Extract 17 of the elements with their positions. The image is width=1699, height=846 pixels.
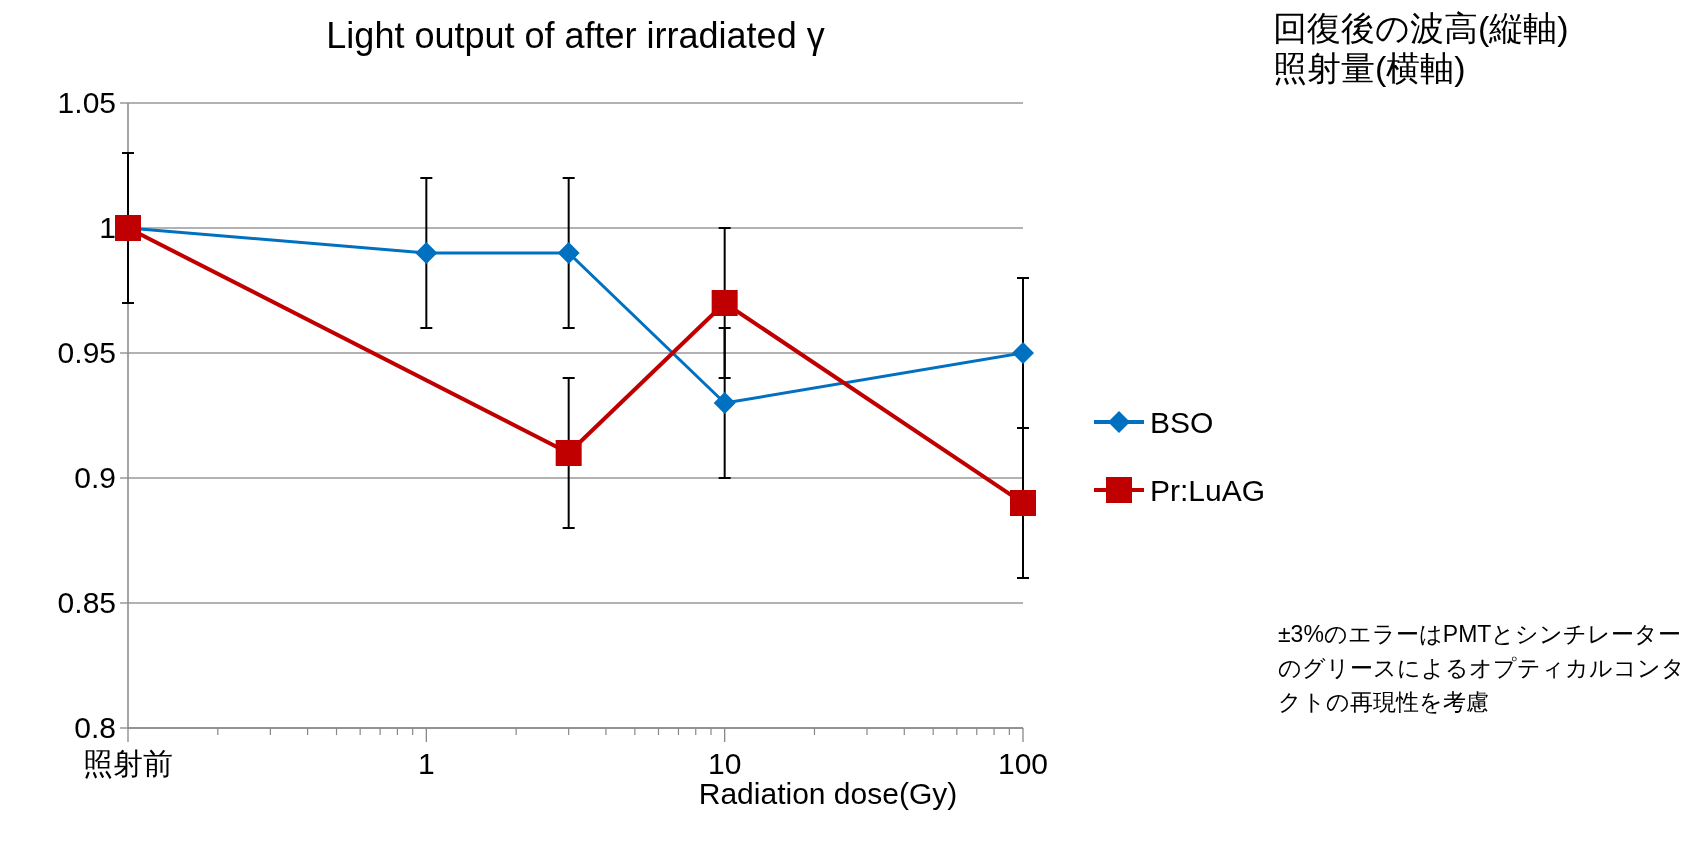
legend-label: BSO: [1150, 406, 1214, 439]
legend-label: Pr:LuAG: [1150, 474, 1266, 507]
y-tick-label: 1: [99, 211, 116, 244]
y-tick-label: 0.85: [57, 586, 116, 619]
chart-title: Light output of after irradiated γ: [326, 15, 825, 56]
x-tick-label: 100: [997, 747, 1049, 780]
x-tick-label: 照射前: [83, 747, 173, 780]
text: 照射量(横軸): [1273, 49, 1466, 87]
y-tick-label: 0.8: [74, 711, 116, 744]
y-tick-label: 0.95: [57, 336, 116, 369]
y-tick-label: 0.9: [74, 461, 116, 494]
x-tick-label: 10: [707, 747, 742, 780]
x-tick-label: 1: [417, 747, 435, 780]
x-axis-title: Radiation dose(Gy): [698, 777, 958, 810]
text: 回復後の波高(縦軸): [1273, 9, 1569, 47]
text: ±3%のエラーはPMTとシンチレーターのグリースによるオプティカルコンタクトの再現性を考慮: [1278, 621, 1685, 715]
y-tick-label: 1.05: [57, 86, 116, 119]
